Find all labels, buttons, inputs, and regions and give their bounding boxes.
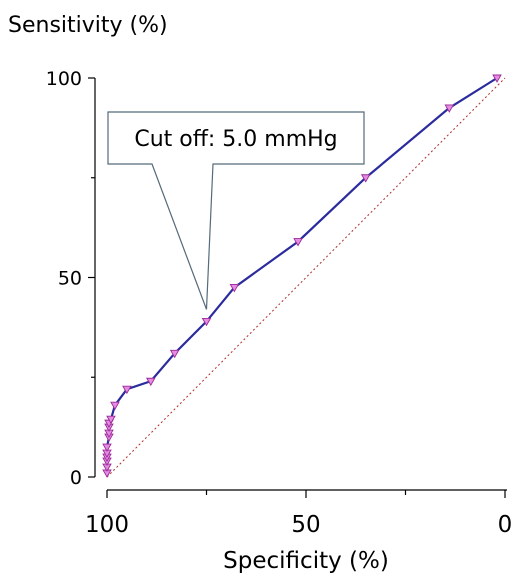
roc-data-point bbox=[169, 349, 180, 359]
x-tick-label: 100 bbox=[85, 512, 129, 538]
roc-data-point bbox=[110, 401, 120, 411]
roc-data-point bbox=[360, 174, 371, 183]
roc-data-point bbox=[102, 443, 112, 452]
roc-data-point bbox=[444, 104, 455, 113]
x-tick-label: 0 bbox=[498, 512, 513, 538]
y-axis-ticks: 100 50 0 bbox=[46, 68, 95, 489]
roc-data-point bbox=[122, 385, 132, 395]
y-tick-label: 50 bbox=[58, 268, 82, 290]
cutoff-callout-box bbox=[107, 111, 365, 310]
y-tick-label: 0 bbox=[70, 467, 82, 489]
roc-curve-markers bbox=[102, 74, 502, 478]
x-tick-label: 50 bbox=[291, 512, 320, 538]
x-axis-label: Specificity (%) bbox=[223, 548, 389, 574]
roc-data-point bbox=[293, 238, 303, 247]
roc-data-point bbox=[229, 284, 240, 293]
x-axis-ticks: 100 50 0 bbox=[85, 490, 512, 538]
cutoff-callout-label: Cut off: 5.0 mmHg bbox=[134, 127, 337, 152]
roc-data-point bbox=[106, 415, 116, 425]
roc-data-point bbox=[146, 377, 156, 387]
reference-diagonal-line bbox=[106, 77, 506, 478]
y-axis-label: Sensitivity (%) bbox=[8, 13, 168, 38]
roc-data-point bbox=[492, 74, 502, 83]
roc-data-point bbox=[201, 317, 212, 327]
y-tick-label: 100 bbox=[46, 68, 82, 90]
cutoff-callout: Cut off: 5.0 mmHg bbox=[107, 111, 365, 310]
